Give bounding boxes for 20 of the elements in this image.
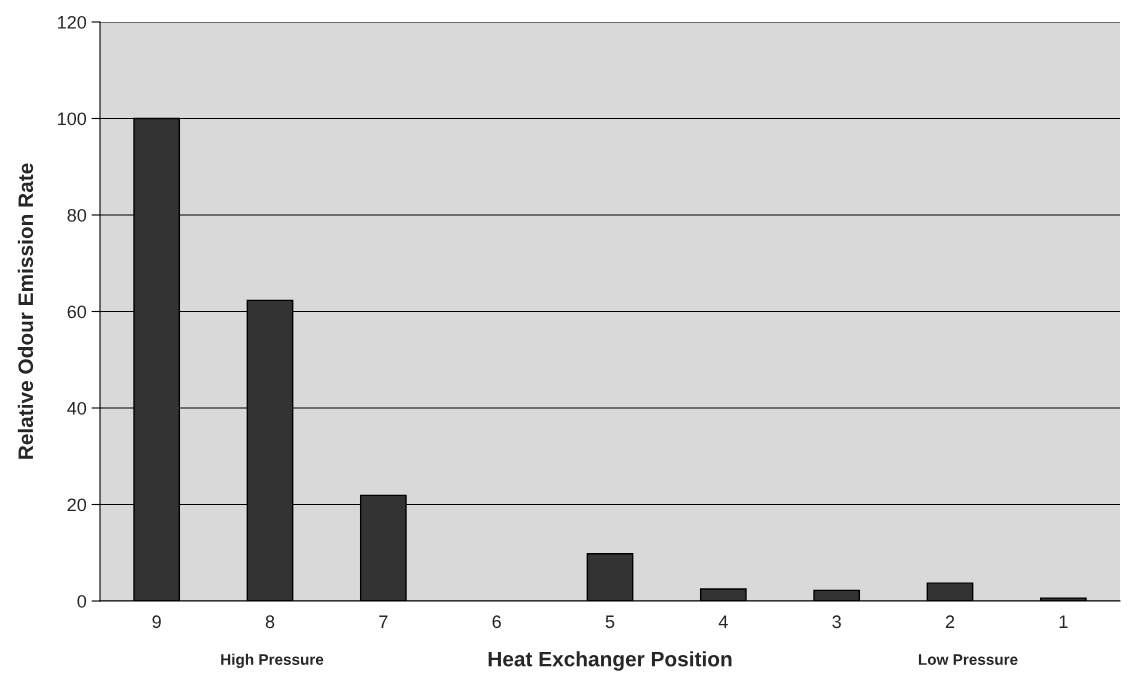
text: Low Pressure [918, 654, 1018, 665]
x-tick-label: 4 [718, 615, 728, 628]
y-tick-label: 100 [58, 112, 87, 126]
x-tick-label: 2 [945, 615, 955, 628]
x-tick-label: 9 [152, 615, 161, 629]
y-axis-title: Relative Odour Emission Rate [17, 163, 34, 459]
x-tick-label: 6 [492, 615, 501, 629]
y-tick-label: 60 [67, 305, 87, 319]
y-tick-label: 20 [67, 498, 87, 512]
x-tick-label: 7 [379, 615, 388, 628]
x-tick-label: 8 [265, 615, 275, 629]
y-tick-label: 120 [58, 15, 87, 29]
x-tick-label: 3 [832, 615, 841, 629]
y-tick-label: 0 [77, 594, 87, 608]
x-tick-label: 5 [605, 615, 615, 629]
x-tick-label: 1 [1059, 615, 1068, 628]
y-tick-label: 80 [67, 208, 87, 222]
text: High Pressure [221, 653, 324, 668]
y-tick-label: 40 [67, 401, 87, 415]
x-axis-title: Heat Exchanger Position [488, 651, 732, 671]
